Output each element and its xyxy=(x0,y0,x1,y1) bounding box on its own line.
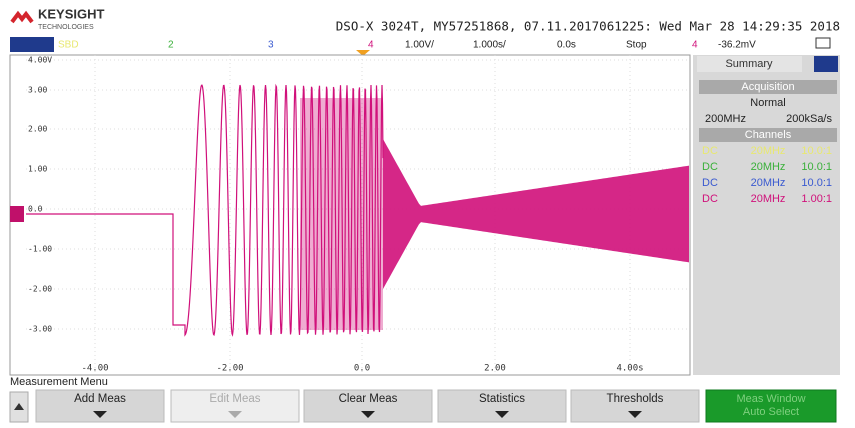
channel-cell: DC xyxy=(702,193,718,205)
channel-cell: 20MHz xyxy=(751,161,786,173)
ch2: 2 xyxy=(168,40,174,51)
y-tick-label: -3.00 xyxy=(28,325,52,334)
scale: 1.00V/ xyxy=(405,40,434,51)
timebase: 1.000s/ xyxy=(473,40,506,51)
menu-button-arrow xyxy=(228,411,242,418)
tab-icon xyxy=(814,56,838,72)
trigger-marker xyxy=(356,50,370,56)
brand: KEYSIGHT xyxy=(38,6,105,21)
waveform-tail xyxy=(383,139,689,289)
channel-cell: 20MHz xyxy=(751,177,786,189)
channel-cell: 20MHz xyxy=(751,193,786,205)
trigger-level: -36.2mV xyxy=(718,40,756,51)
ch1-box xyxy=(10,37,54,52)
y-tick-label: 4.00V xyxy=(28,56,52,65)
acq-rate: 200kSa/s xyxy=(786,113,832,125)
menu-button[interactable] xyxy=(705,389,837,423)
y-tick-label: 1.00 xyxy=(28,165,47,174)
menu-button-label: Auto Select xyxy=(743,406,799,418)
y-tick-label: 2.00 xyxy=(28,125,47,134)
channel-cell: 20MHz xyxy=(751,145,786,157)
menu-button-label: Statistics xyxy=(479,393,525,405)
channel-cell: 10.0:1 xyxy=(801,161,832,173)
channel-cell: DC xyxy=(702,177,718,189)
acq-header xyxy=(699,80,837,94)
sbd: SBD xyxy=(58,40,79,51)
menu-button-label: Add Meas xyxy=(74,393,126,405)
y-tick-label: -1.00 xyxy=(28,245,52,254)
info: DSO-X 3024T, MY57251868, 07.11.201706122… xyxy=(336,19,840,34)
ch4: 4 xyxy=(368,40,374,51)
menu-button-label: Thresholds xyxy=(607,393,664,405)
brand-sub: TECHNOLOGIES xyxy=(38,24,94,31)
delay: 0.0s xyxy=(557,40,576,51)
acq-mode: Normal xyxy=(750,97,785,109)
waveform-fill xyxy=(300,98,383,330)
x-tick-label: 4.00s xyxy=(616,364,643,374)
menu-button-arrow xyxy=(495,411,509,418)
screen-icon xyxy=(815,37,831,49)
channel-cell: DC xyxy=(702,145,718,157)
summary-tab xyxy=(697,56,802,72)
acq-title: Acquisition xyxy=(741,81,794,93)
y-tick-label: 0.0 xyxy=(28,205,43,214)
x-tick-label: -4.00 xyxy=(81,364,108,374)
trigger-source: 4 xyxy=(692,40,698,51)
ch4-ground-marker xyxy=(10,206,24,222)
y-tick-label: 3.00 xyxy=(28,86,47,95)
menu-button-arrow xyxy=(361,411,375,418)
chan-title: Channels xyxy=(745,129,792,141)
channel-cell: 1.00:1 xyxy=(801,193,832,205)
menu-button-label: Meas Window xyxy=(736,393,805,405)
menu-button-arrow xyxy=(93,411,107,418)
channel-cell: 10.0:1 xyxy=(801,145,832,157)
x-tick-label: 0.0 xyxy=(354,364,370,374)
waveform xyxy=(26,83,384,337)
y-tick-label: -2.00 xyxy=(28,285,52,294)
menu-button-arrow xyxy=(628,411,642,418)
menu-button-label: Clear Meas xyxy=(339,393,398,405)
channel-cell: 10.0:1 xyxy=(801,177,832,189)
back-arrow xyxy=(14,403,24,410)
run-state: Stop xyxy=(626,40,647,51)
side-panel xyxy=(693,55,840,375)
menu-button-label: Edit Meas xyxy=(209,393,260,405)
menu-title: Measurement Menu xyxy=(10,376,108,388)
logo xyxy=(10,10,34,24)
x-tick-label: 2.00 xyxy=(484,364,506,374)
channel-cell: DC xyxy=(702,161,718,173)
acq-bandwidth: 200MHz xyxy=(705,113,746,125)
x-tick-label: -2.00 xyxy=(216,364,243,374)
ch3: 3 xyxy=(268,40,274,51)
chan-header xyxy=(699,128,837,142)
summary-tab-label: Summary xyxy=(725,58,773,70)
